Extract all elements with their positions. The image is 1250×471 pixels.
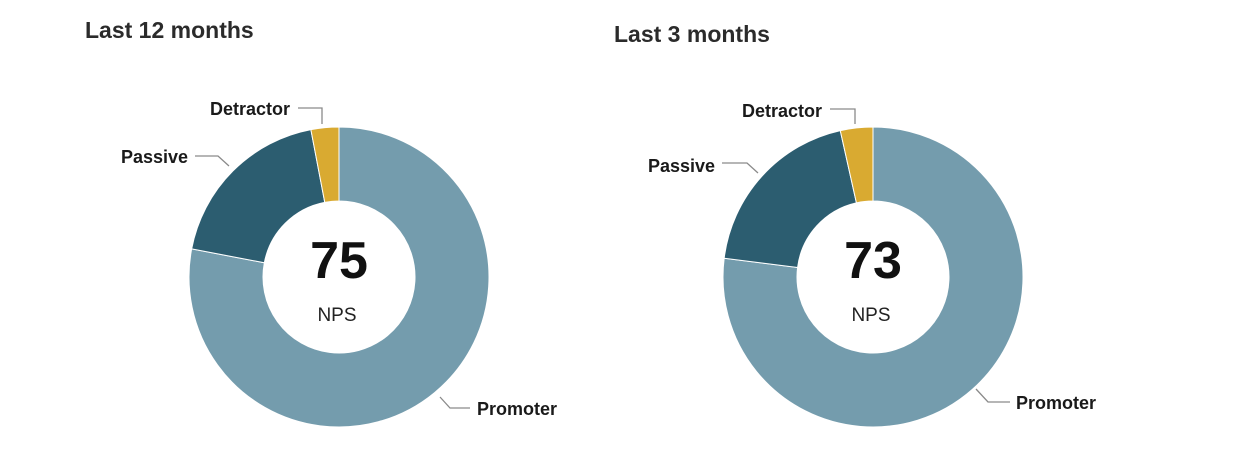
detractor-label: Detractor — [210, 99, 290, 119]
promoter-callout-line — [439, 396, 470, 409]
slice-detractor — [310, 126, 340, 203]
slice-passive — [723, 130, 858, 269]
slice-promoter — [188, 126, 490, 428]
donut-chart: Promoter Passive Detractor 75 NPS — [121, 99, 557, 428]
promoter-callout-line — [975, 388, 1010, 403]
passive-label: Passive — [648, 156, 715, 176]
detractor-callout-line — [298, 107, 323, 124]
nps-label: NPS — [317, 305, 356, 326]
nps-label: NPS — [851, 305, 890, 326]
passive-callout-line — [722, 162, 759, 174]
slice-passive — [191, 129, 326, 264]
detractor-label: Detractor — [742, 101, 822, 121]
promoter-label: Promoter — [1016, 393, 1096, 413]
chart-title: Last 3 months — [614, 21, 770, 47]
passive-label: Passive — [121, 147, 188, 167]
nps-value: 73 — [844, 232, 902, 290]
chart-title: Last 12 months — [85, 17, 254, 43]
promoter-label: Promoter — [477, 399, 557, 419]
slice-detractor — [839, 126, 874, 204]
chart-last-12-months: Last 12 months Promoter Passive Detractor 7… — [0, 0, 560, 471]
nps-value: 75 — [310, 232, 368, 290]
donut-chart: Promoter Passive Detractor 73 NPS — [648, 101, 1096, 428]
detractor-callout-line — [830, 108, 856, 124]
chart-last-3-months: Last 3 months Promoter Passive Detractor 73… — [530, 0, 1096, 471]
slice-promoter — [722, 126, 1024, 428]
passive-callout-line — [195, 155, 230, 167]
